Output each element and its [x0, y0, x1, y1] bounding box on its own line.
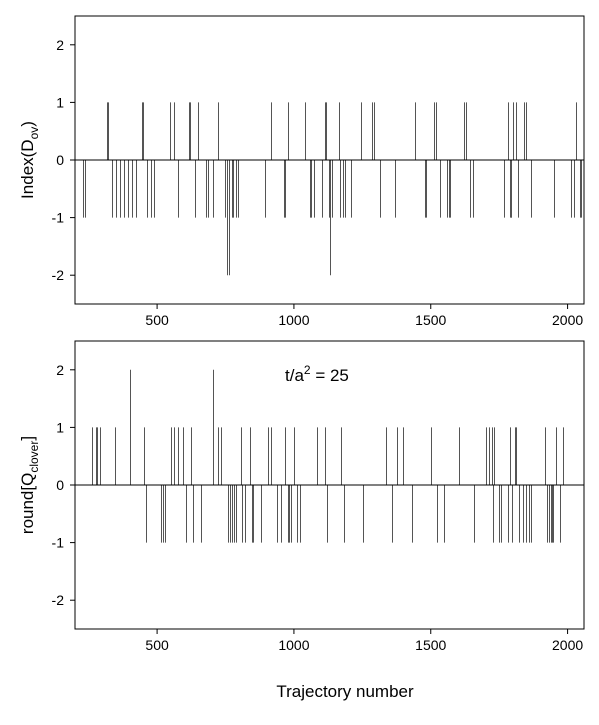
bottom-y-tick-label: 1 — [56, 419, 64, 435]
bottom-y-axis: -2 -1 0 1 2 — [52, 362, 75, 608]
top-x-tick-label: 1000 — [278, 312, 309, 328]
top-x-tick-label: 2000 — [552, 312, 583, 328]
bottom-x-tick-label: 1500 — [415, 637, 446, 653]
x-axis-title: Trajectory number — [276, 682, 414, 701]
annotation-end: = 25 — [311, 366, 349, 385]
bottom-bars — [92, 369, 564, 543]
top-y-axis-title-end: ) — [18, 121, 37, 127]
top-y-tick-label: -2 — [52, 267, 65, 283]
top-y-tick-label: 2 — [56, 37, 64, 53]
annotation-main: t/a — [285, 366, 304, 385]
top-x-axis: 500 1000 1500 2000 — [145, 304, 583, 328]
top-y-axis-title-sub: ov — [27, 127, 41, 140]
bottom-x-tick-label: 1000 — [278, 637, 309, 653]
bottom-y-tick-label: -1 — [52, 535, 65, 551]
top-y-axis-title-main: Index(D — [18, 139, 37, 199]
bottom-y-axis-title: round[Qclover] — [18, 436, 41, 534]
top-panel: -2 -1 0 1 2 500 1000 1500 2000 Index(Dov) — [18, 15, 585, 328]
top-y-axis: -2 -1 0 1 2 — [52, 37, 75, 283]
bottom-y-axis-title-main: round[Q — [18, 473, 37, 534]
bottom-x-axis: 500 1000 1500 2000 — [145, 629, 583, 653]
bottom-y-tick-label: 2 — [56, 362, 64, 378]
bottom-y-axis-title-end: ] — [18, 436, 37, 441]
bottom-annotation: t/a2 = 25 — [285, 363, 349, 385]
bottom-x-tick-label: 2000 — [552, 637, 583, 653]
bottom-x-tick-label: 500 — [145, 637, 169, 653]
annotation-sup: 2 — [304, 363, 311, 377]
bottom-panel: -2 -1 0 1 2 500 1000 1500 2000 round[Qclover] t… — [18, 340, 585, 701]
top-y-tick-label: 1 — [56, 94, 64, 110]
bottom-y-axis-title-sub: clover — [27, 441, 41, 473]
top-y-axis-title: Index(Dov) — [18, 121, 41, 199]
top-y-tick-label: -1 — [52, 210, 65, 226]
top-bars — [83, 102, 582, 276]
top-y-tick-label: 0 — [56, 152, 64, 168]
bottom-y-tick-label: 0 — [56, 477, 64, 493]
top-x-tick-label: 1500 — [415, 312, 446, 328]
bottom-y-tick-label: -2 — [52, 592, 65, 608]
top-x-tick-label: 500 — [145, 312, 169, 328]
